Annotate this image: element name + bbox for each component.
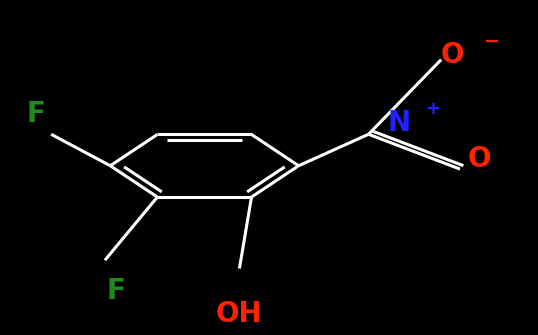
Text: O: O [468,145,492,173]
Text: F: F [27,100,46,128]
Text: O: O [440,41,464,69]
Text: OH: OH [216,300,263,328]
Text: F: F [106,277,125,305]
Text: N: N [387,109,410,137]
Text: −: − [484,32,500,51]
Text: +: + [425,100,440,118]
